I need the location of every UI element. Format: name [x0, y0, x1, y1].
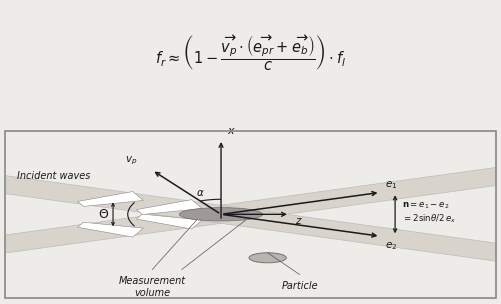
Text: $\alpha$: $\alpha$ — [196, 188, 205, 198]
Text: $\mathbf{n} = e_1 - e_2$
$= 2\mathrm{sin}\theta/2\, e_x$: $\mathbf{n} = e_1 - e_2$ $= 2\mathrm{sin… — [402, 200, 456, 225]
Text: Incident waves: Incident waves — [17, 171, 91, 181]
Polygon shape — [0, 153, 501, 275]
Text: $x$: $x$ — [227, 126, 236, 136]
Ellipse shape — [179, 208, 263, 221]
Polygon shape — [136, 214, 202, 229]
Text: $v_p$: $v_p$ — [125, 154, 137, 167]
Ellipse shape — [249, 253, 287, 263]
Text: Particle: Particle — [281, 281, 318, 291]
Polygon shape — [136, 200, 202, 215]
Text: $z$: $z$ — [295, 216, 303, 226]
Text: $e_1$: $e_1$ — [385, 179, 398, 191]
Polygon shape — [0, 153, 501, 275]
Polygon shape — [78, 192, 143, 206]
Text: $e_2$: $e_2$ — [385, 240, 397, 252]
Text: $f_r \approx \left(1 - \dfrac{\overrightarrow{v_p}\cdot\left(\overrightarrow{e_{: $f_r \approx \left(1 - \dfrac{\overright… — [155, 34, 346, 73]
Polygon shape — [78, 222, 143, 237]
Text: $\Theta$: $\Theta$ — [98, 208, 109, 221]
Text: Measurement
volume: Measurement volume — [119, 276, 186, 298]
